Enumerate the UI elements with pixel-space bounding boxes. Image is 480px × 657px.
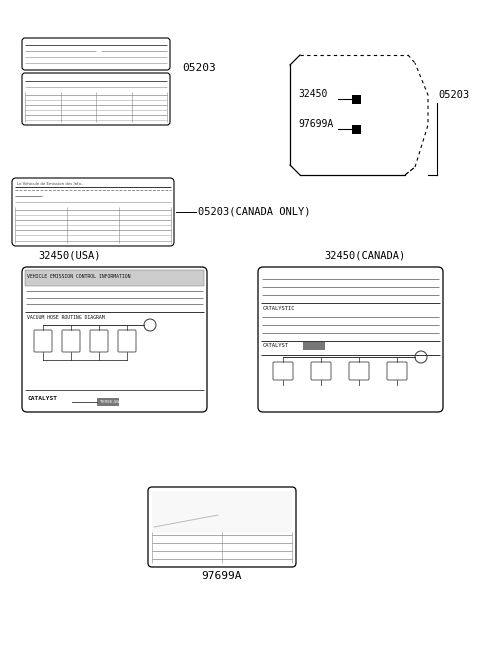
Text: VACUUM HOSE ROUTING DIAGRAM: VACUUM HOSE ROUTING DIAGRAM [27, 315, 105, 320]
Text: 32450(USA): 32450(USA) [39, 250, 101, 260]
FancyBboxPatch shape [22, 267, 207, 412]
FancyBboxPatch shape [12, 178, 174, 246]
Text: VEHICLE EMISSION CONTROL INFORMATION: VEHICLE EMISSION CONTROL INFORMATION [27, 274, 131, 279]
Text: 97699A: 97699A [298, 119, 333, 129]
FancyBboxPatch shape [148, 487, 296, 567]
Text: 05203: 05203 [438, 90, 469, 100]
Text: 05203(CANADA ONLY): 05203(CANADA ONLY) [198, 207, 311, 217]
Bar [303, 342, 325, 350]
FancyBboxPatch shape [387, 362, 407, 380]
Text: CATALYST: CATALYST [27, 396, 57, 401]
Bar [352, 95, 361, 104]
Text: CATALYST: CATALYST [263, 343, 289, 348]
FancyBboxPatch shape [90, 330, 108, 352]
Bar [25, 270, 204, 286]
Circle shape [144, 319, 156, 331]
Text: THREE-WAY: THREE-WAY [99, 400, 123, 404]
Circle shape [415, 351, 427, 363]
Text: 32450(CANADA): 32450(CANADA) [324, 250, 406, 260]
FancyBboxPatch shape [62, 330, 80, 352]
FancyBboxPatch shape [34, 330, 52, 352]
Bar [97, 398, 119, 406]
FancyBboxPatch shape [349, 362, 369, 380]
FancyBboxPatch shape [273, 362, 293, 380]
Text: 97699A: 97699A [202, 571, 242, 581]
Text: 05203: 05203 [182, 63, 216, 73]
FancyBboxPatch shape [118, 330, 136, 352]
Bar [352, 125, 361, 134]
Text: Le Vehicule de Emission des Info...: Le Vehicule de Emission des Info... [17, 182, 84, 186]
FancyBboxPatch shape [258, 267, 443, 412]
FancyBboxPatch shape [22, 38, 170, 70]
Text: 32450: 32450 [298, 89, 327, 99]
Bar [152, 491, 292, 533]
Text: CATALYSTIC: CATALYSTIC [263, 306, 296, 311]
FancyBboxPatch shape [22, 73, 170, 125]
FancyBboxPatch shape [311, 362, 331, 380]
